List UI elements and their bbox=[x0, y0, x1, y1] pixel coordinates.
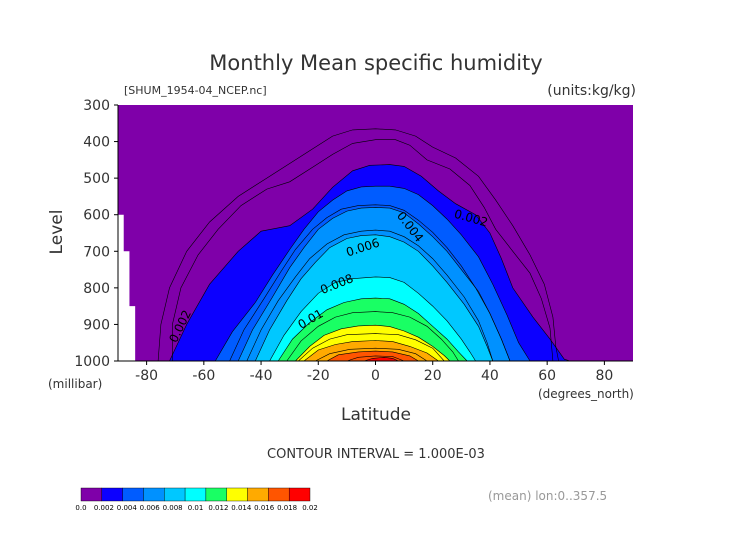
contour-line-16 bbox=[315, 347, 428, 362]
y-tick-label: 600 bbox=[83, 208, 110, 224]
x-axis-unit: (degrees_north) bbox=[538, 387, 634, 401]
x-tick-label: 20 bbox=[424, 368, 442, 384]
colorbar-swatch-0 bbox=[80, 487, 103, 502]
x-tick-label: -20 bbox=[307, 368, 330, 384]
colorbar-label: 0.008 bbox=[163, 504, 183, 512]
contour-line-10 bbox=[172, 139, 554, 362]
y-tick-label: 400 bbox=[83, 135, 110, 151]
colorbar-label: 0.01 bbox=[188, 504, 204, 512]
chart-title: Monthly Mean specific humidity bbox=[209, 51, 542, 75]
colorbar-swatch-7 bbox=[226, 487, 248, 502]
file-label: [SHUM_1954-04_NCEP.nc] bbox=[124, 84, 267, 97]
colorbar-swatch-9 bbox=[268, 487, 290, 502]
axes: 300 400 500 600 700 800 900 1000 -80 -60 -40 -20 0 20… bbox=[74, 98, 633, 384]
contour-line-17 bbox=[346, 355, 405, 362]
y-axis-label: Level bbox=[47, 210, 67, 255]
colorbar-label: 0.004 bbox=[117, 504, 138, 512]
y-tick-label: 1000 bbox=[74, 354, 110, 370]
x-axis-label: Latitude bbox=[341, 405, 411, 425]
terrain-mask bbox=[118, 214, 136, 361]
y-axis-unit: (millibar) bbox=[48, 377, 102, 391]
colorbar-swatch-8 bbox=[247, 487, 269, 502]
colorbar-swatch-6 bbox=[205, 487, 227, 502]
contour-line-3 bbox=[255, 234, 494, 362]
colorbar-swatch-2 bbox=[122, 487, 144, 502]
y-tick-label: 700 bbox=[83, 244, 110, 260]
colorbar: 0.0 0.002 0.004 0.006 0.008 0.01 0.012 0.014 0.0… bbox=[75, 487, 318, 512]
x-tick-label: -60 bbox=[192, 368, 215, 384]
colorbar-label: 0.014 bbox=[231, 504, 252, 512]
colorbar-label: 0.006 bbox=[140, 504, 161, 512]
colorbar-swatch-1 bbox=[101, 487, 123, 502]
colorbar-label: 0.016 bbox=[254, 504, 275, 512]
colorbar-label: 0.012 bbox=[208, 504, 228, 512]
contour-line-7 bbox=[303, 340, 439, 362]
contour-line-6 bbox=[295, 324, 451, 362]
y-tick-label: 900 bbox=[83, 317, 110, 333]
colorbar-swatch-3 bbox=[143, 487, 165, 502]
colorbar-swatch-4 bbox=[164, 487, 186, 502]
footer-mean-text: (mean) lon:0..357.5 bbox=[488, 489, 607, 503]
contour-line-12 bbox=[229, 204, 511, 362]
contour-line-4 bbox=[269, 276, 476, 362]
contour-line-0 bbox=[169, 164, 571, 362]
colorbar-label: 0.018 bbox=[277, 504, 297, 512]
contour-line-8 bbox=[326, 350, 419, 362]
x-tick-label: -80 bbox=[135, 368, 158, 384]
contour-line-5 bbox=[277, 297, 468, 362]
contour-line-14 bbox=[286, 311, 459, 362]
x-tick-label: 40 bbox=[481, 368, 499, 384]
y-tick-label: 300 bbox=[83, 98, 110, 114]
x-tick-label: 60 bbox=[538, 368, 556, 384]
x-tick-label: 0 bbox=[371, 368, 380, 384]
contour-line-9 bbox=[364, 356, 399, 362]
colorbar-swatch-10 bbox=[288, 487, 311, 502]
colorbar-swatch-5 bbox=[184, 487, 207, 502]
units-label: (units:kg/kg) bbox=[547, 83, 636, 99]
contour-interval-text: CONTOUR INTERVAL = 1.000E-03 bbox=[267, 447, 485, 462]
contour-line-15 bbox=[298, 333, 445, 362]
contour-line-11 bbox=[157, 128, 559, 362]
y-tick-label: 500 bbox=[83, 171, 110, 187]
colorbar-label: 0.02 bbox=[302, 504, 318, 512]
colorbar-label: 0.002 bbox=[94, 504, 114, 512]
x-tick-label: -40 bbox=[250, 368, 273, 384]
contour-line-13 bbox=[246, 229, 494, 362]
y-tick-label: 800 bbox=[83, 281, 110, 297]
contour-line-1 bbox=[215, 185, 531, 362]
x-tick-label: 80 bbox=[595, 368, 613, 384]
colorbar-label: 0.0 bbox=[75, 504, 86, 512]
